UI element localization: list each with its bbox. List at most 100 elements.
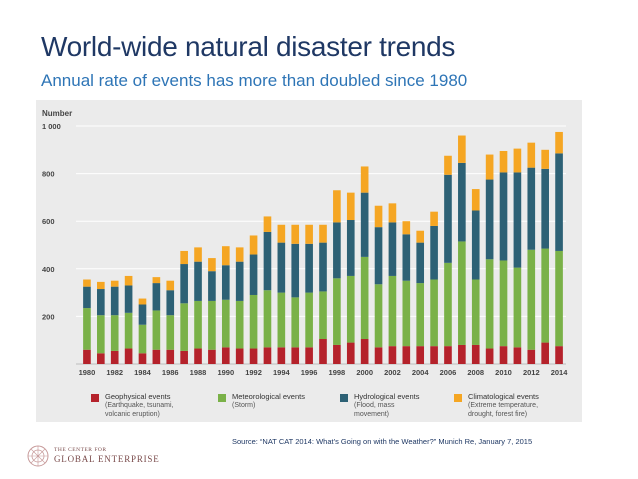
bar-climatological-2004 <box>416 230 425 243</box>
bar-hydrological-2012 <box>527 167 536 250</box>
legend-title-geophysical: Geophysical events <box>105 392 171 401</box>
bar-meteorological-2008 <box>471 279 480 345</box>
bar-meteorological-1992 <box>249 294 258 349</box>
bar-hydrological-1983 <box>124 285 133 313</box>
bar-geophysical-1986 <box>166 349 175 364</box>
bar-climatological-2002 <box>388 203 397 223</box>
y-tick-label-600: 600 <box>42 217 55 226</box>
bar-geophysical-1980 <box>83 349 91 364</box>
bar-meteorological-1999 <box>346 275 355 343</box>
bar-hydrological-1999 <box>346 220 355 276</box>
bar-hydrological-1994 <box>277 242 286 293</box>
bar-meteorological-1995 <box>291 297 300 348</box>
bar-climatological-2013 <box>541 149 549 169</box>
bar-meteorological-1988 <box>194 300 202 349</box>
bar-geophysical-1981 <box>97 353 105 364</box>
bar-meteorological-2010 <box>499 260 508 347</box>
x-tick-label-2006: 2006 <box>440 368 457 377</box>
bar-geophysical-2014 <box>555 346 563 364</box>
bar-geophysical-1999 <box>346 342 355 364</box>
bar-climatological-2012 <box>527 142 536 168</box>
bar-climatological-1981 <box>97 281 105 290</box>
bar-meteorological-2000 <box>360 256 369 340</box>
bar-meteorological-1996 <box>305 292 313 348</box>
bar-climatological-2007 <box>458 135 466 163</box>
bar-geophysical-2003 <box>402 346 411 364</box>
bar-geophysical-1983 <box>124 348 133 364</box>
bar-climatological-1993 <box>263 216 272 232</box>
bar-climatological-2006 <box>444 155 452 175</box>
legend-title-meteorological: Meteorological events <box>232 392 305 401</box>
legend-detail-climatological-2: drought, forest fire) <box>468 411 528 418</box>
x-tick-label-1982: 1982 <box>106 368 123 377</box>
bar-geophysical-2000 <box>360 339 369 364</box>
chart-legend: Geophysical events (Earthquake, tsunami,… <box>36 387 582 422</box>
bar-geophysical-1992 <box>249 348 258 364</box>
logo-main-text: GLOBAL ENTERPRISE <box>54 454 160 464</box>
bar-climatological-2001 <box>374 205 383 228</box>
bar-climatological-1989 <box>208 258 216 272</box>
legend-swatch-hydrological <box>340 394 348 402</box>
x-tick-label-2014: 2014 <box>551 368 569 377</box>
bar-hydrological-1987 <box>180 264 188 304</box>
x-tick-label-1994: 1994 <box>273 368 291 377</box>
bar-geophysical-1996 <box>305 347 313 364</box>
y-tick-label-1000: 1 000 <box>42 122 61 131</box>
x-tick-label-2012: 2012 <box>523 368 540 377</box>
bar-meteorological-1994 <box>277 292 286 348</box>
bar-hydrological-1993 <box>263 231 272 291</box>
bar-climatological-1992 <box>249 235 258 255</box>
bar-meteorological-2006 <box>444 262 452 347</box>
logo-top-text: THE CENTER FOR <box>54 447 107 453</box>
bar-meteorological-1990 <box>221 299 230 348</box>
x-tick-label-2010: 2010 <box>495 368 512 377</box>
bar-geophysical-1988 <box>194 348 202 364</box>
legend-swatch-meteorological <box>218 394 226 402</box>
bar-geophysical-1985 <box>152 349 161 364</box>
bar-climatological-1983 <box>124 275 133 286</box>
bar-geophysical-2013 <box>541 342 549 364</box>
bar-meteorological-1998 <box>333 278 341 345</box>
bar-meteorological-2014 <box>555 250 563 347</box>
bar-hydrological-1997 <box>319 242 327 292</box>
bar-hydrological-1989 <box>208 271 216 301</box>
legend-detail-geophysical-1: (Earthquake, tsunami, <box>105 402 174 409</box>
x-tick-label-1998: 1998 <box>329 368 346 377</box>
legend-title-climatological: Climatological events <box>468 392 539 401</box>
bar-meteorological-1997 <box>319 291 327 340</box>
bar-climatological-2014 <box>555 131 563 154</box>
bar-geophysical-1995 <box>291 347 300 364</box>
bar-geophysical-1987 <box>180 350 188 364</box>
bar-geophysical-2009 <box>485 348 494 364</box>
bar-geophysical-1994 <box>277 347 286 364</box>
x-tick-label-1992: 1992 <box>245 368 262 377</box>
bar-meteorological-1993 <box>263 290 272 348</box>
bar-climatological-1980 <box>83 279 91 287</box>
bar-hydrological-2009 <box>485 179 494 260</box>
x-tick-label-1980: 1980 <box>79 368 96 377</box>
bar-meteorological-2005 <box>430 279 438 347</box>
x-tick-label-1986: 1986 <box>162 368 179 377</box>
bar-hydrological-2007 <box>458 162 466 242</box>
x-tick-label-2002: 2002 <box>384 368 401 377</box>
x-tick-label-1984: 1984 <box>134 368 152 377</box>
bar-meteorological-1982 <box>110 315 119 351</box>
bar-geophysical-2012 <box>527 349 536 364</box>
slide-title: World-wide natural disaster trends <box>41 31 456 62</box>
y-tick-label-400: 400 <box>42 265 55 274</box>
bar-hydrological-1998 <box>333 222 341 279</box>
bar-climatological-1982 <box>110 280 119 287</box>
bar-hydrological-2011 <box>513 172 522 268</box>
bar-hydrological-2014 <box>555 153 563 251</box>
y-tick-label-800: 800 <box>42 170 55 179</box>
bar-hydrological-1984 <box>138 304 147 325</box>
bar-hydrological-1996 <box>305 243 313 293</box>
bar-climatological-1986 <box>166 280 175 291</box>
bar-climatological-1988 <box>194 247 202 262</box>
bar-meteorological-2007 <box>458 241 466 345</box>
y-tick-label-200: 200 <box>42 312 55 321</box>
bar-climatological-2003 <box>402 221 411 235</box>
legend-swatch-climatological <box>454 394 462 402</box>
x-tick-label-2008: 2008 <box>467 368 484 377</box>
bar-geophysical-2006 <box>444 346 452 364</box>
